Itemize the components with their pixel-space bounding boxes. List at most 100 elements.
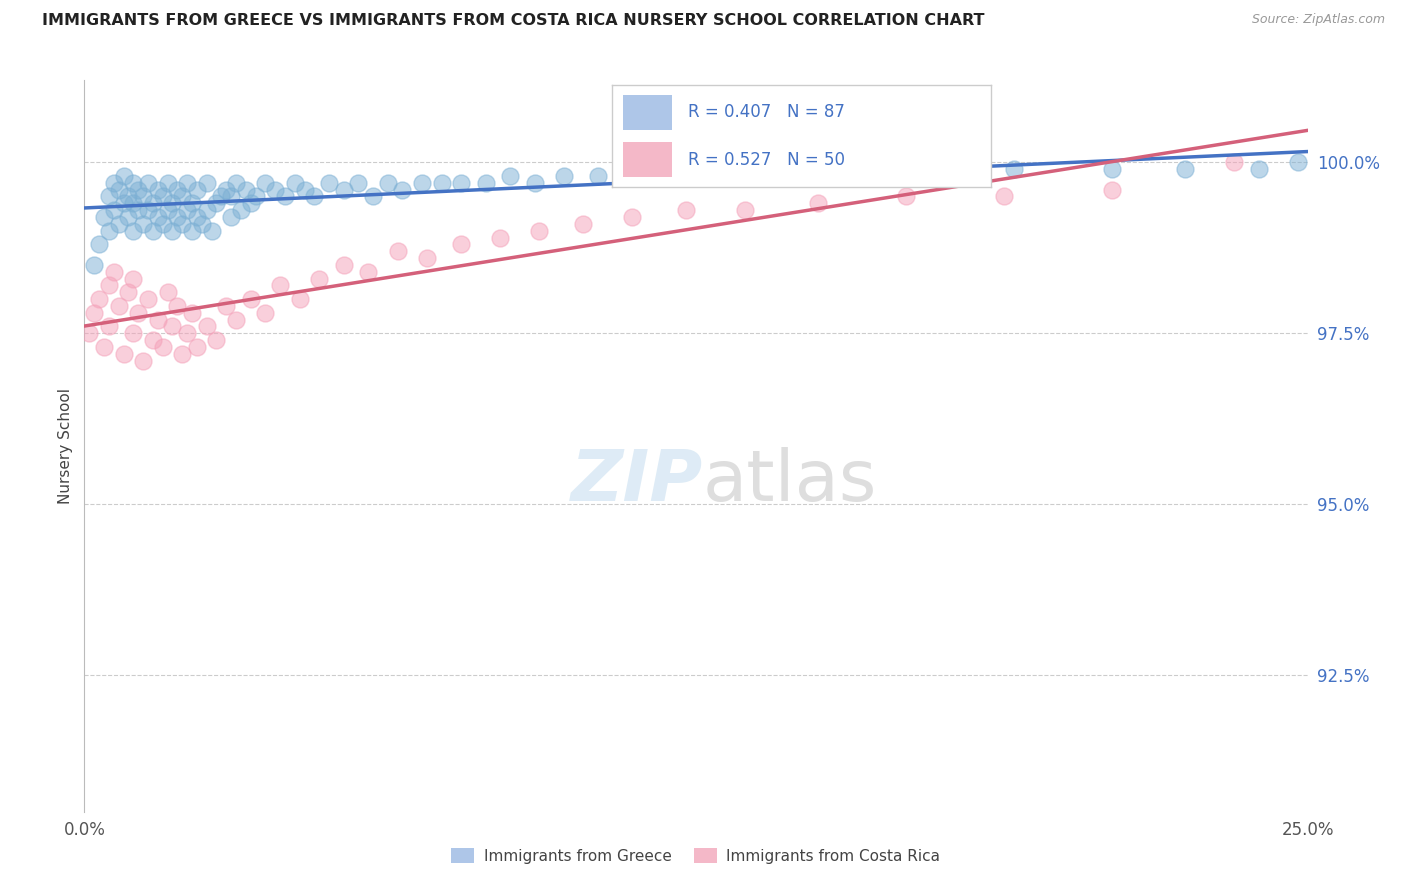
Point [97,224,120,238]
Point [181,196,204,211]
Text: R = 0.527   N = 50: R = 0.527 N = 50 [688,151,845,169]
Point [186,210,208,224]
Point [219,189,242,203]
Point [288,292,311,306]
Point [156,203,179,218]
Point [391,183,413,197]
Point [200,224,222,238]
Point [229,203,252,218]
Point [387,244,409,259]
Point [245,189,267,203]
Point [225,312,247,326]
Point [156,285,179,300]
Point [172,189,194,203]
Point [162,196,184,211]
Point [347,176,370,190]
Point [254,176,277,190]
FancyBboxPatch shape [623,142,672,177]
Point [357,265,380,279]
Point [758,162,780,177]
Point [215,183,238,197]
Text: R = 0.407   N = 87: R = 0.407 N = 87 [688,103,845,121]
Point [195,203,218,218]
Point [93,340,115,354]
Point [661,169,683,183]
Point [166,299,188,313]
Point [166,210,188,224]
Point [166,183,188,197]
Y-axis label: Nursery School: Nursery School [58,388,73,504]
Point [239,196,262,211]
Point [117,285,139,300]
Point [152,189,174,203]
Point [1101,183,1123,197]
Point [146,312,169,326]
Point [152,340,174,354]
Point [586,169,609,183]
Point [152,217,174,231]
Point [97,319,120,334]
Point [142,224,165,238]
Text: atlas: atlas [703,447,877,516]
Text: IMMIGRANTS FROM GREECE VS IMMIGRANTS FROM COSTA RICA NURSERY SCHOOL CORRELATION : IMMIGRANTS FROM GREECE VS IMMIGRANTS FRO… [42,13,984,29]
Point [107,217,129,231]
Point [675,203,697,218]
Point [239,292,262,306]
Point [136,292,159,306]
Point [195,319,218,334]
Point [112,347,135,361]
Point [621,169,644,183]
Point [361,189,384,203]
Point [176,326,198,341]
Point [77,326,100,341]
Point [572,217,595,231]
Point [87,292,110,306]
Point [195,176,218,190]
Point [1101,162,1123,177]
Point [905,162,928,177]
Point [474,176,496,190]
Point [553,169,575,183]
Point [132,353,155,368]
Point [181,224,204,238]
Point [1286,155,1309,169]
Point [112,169,135,183]
Point [136,176,159,190]
Point [1247,162,1270,177]
Point [709,169,731,183]
Point [142,196,165,211]
Point [205,333,228,347]
Point [136,203,159,218]
Point [162,224,184,238]
Point [294,183,316,197]
Point [176,203,198,218]
Point [621,210,644,224]
Point [122,224,145,238]
Point [191,217,214,231]
Point [734,203,756,218]
Point [896,189,918,203]
Point [172,347,194,361]
Point [107,299,129,313]
Point [93,210,115,224]
Point [122,196,145,211]
Point [117,210,139,224]
Point [450,176,472,190]
Point [103,203,125,218]
Point [304,189,326,203]
Point [308,271,330,285]
Point [156,176,179,190]
Point [274,189,297,203]
Point [107,183,129,197]
Point [122,176,145,190]
Point [97,278,120,293]
Point [993,189,1015,203]
Point [103,265,125,279]
Point [205,196,228,211]
Point [103,176,125,190]
Point [127,183,149,197]
Point [209,189,232,203]
Point [807,196,830,211]
Point [235,183,257,197]
Point [181,306,204,320]
